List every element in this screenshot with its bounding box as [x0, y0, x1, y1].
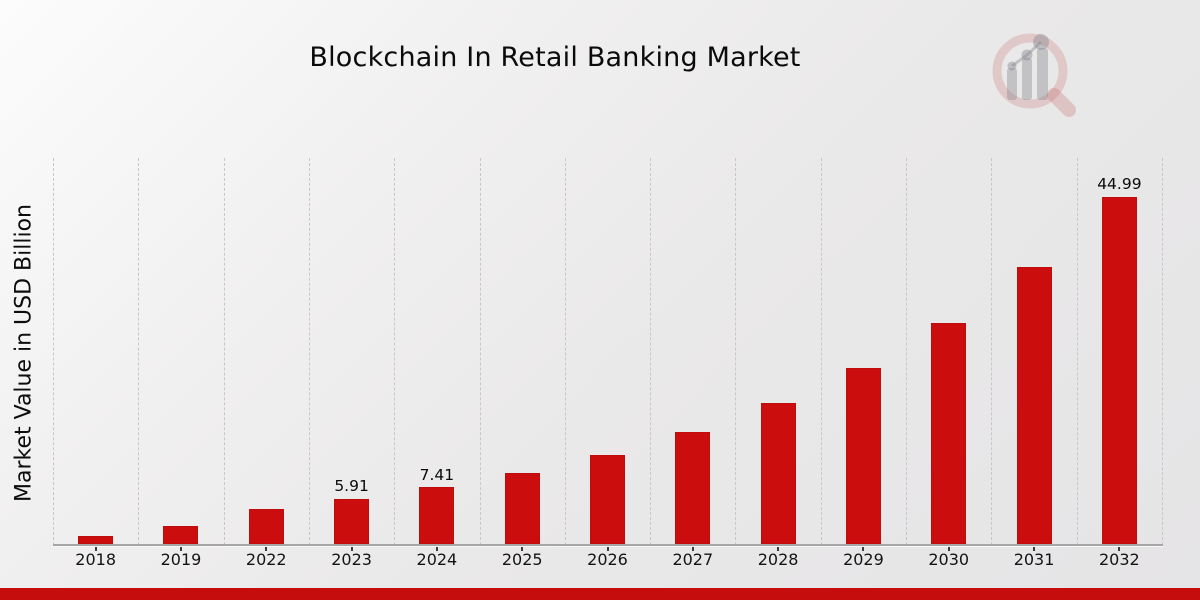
footer-accent-strip [0, 588, 1200, 600]
x-tick-label-2028: 2028 [757, 550, 799, 569]
gridline [735, 158, 737, 545]
gridline [906, 158, 908, 545]
x-tick-label-2019: 2019 [160, 550, 202, 569]
x-axis-line [53, 543, 1164, 547]
gridline [223, 158, 225, 545]
gridline [308, 158, 310, 545]
bar-2032 [1101, 196, 1137, 545]
gridline [1162, 158, 1164, 545]
gridline [479, 158, 481, 545]
gridline [138, 158, 140, 545]
x-axis-tick [862, 545, 865, 551]
x-axis-tick [179, 545, 182, 551]
x-tick-label-2026: 2026 [587, 550, 628, 569]
gridline [1076, 158, 1078, 545]
y-axis-label: Market Value in USD Billion [11, 203, 37, 503]
gridline [564, 158, 566, 545]
bar-2028 [760, 403, 796, 545]
x-axis-tick [521, 545, 524, 551]
x-tick-label-2025: 2025 [501, 550, 543, 569]
x-axis-tick [691, 545, 694, 551]
bar-2031 [1016, 266, 1052, 545]
magnifier-bar-chart-logo-icon [992, 33, 1076, 117]
gridline [820, 158, 822, 545]
x-axis-tick [777, 545, 780, 551]
bar-2027 [675, 431, 711, 545]
x-axis-tick [350, 545, 353, 551]
x-tick-label-2031: 2031 [1013, 550, 1055, 569]
x-tick-label-2032: 2032 [1099, 550, 1140, 569]
gridline [650, 158, 652, 545]
gridline [53, 158, 54, 545]
gridline [991, 158, 993, 545]
x-axis-tick [606, 545, 609, 551]
x-tick-label-2029: 2029 [843, 550, 884, 569]
x-axis-tick [435, 545, 438, 551]
x-tick-label-2027: 2027 [672, 550, 714, 569]
x-axis-tick [1033, 545, 1036, 551]
value-label-2032: 44.99 [1097, 175, 1142, 194]
value-label-2024: 7.41 [419, 465, 455, 484]
x-tick-label-2024: 2024 [416, 550, 458, 569]
bar-2023 [334, 498, 370, 545]
bar-2029 [845, 367, 881, 545]
bar-2022 [248, 508, 284, 545]
x-axis-tick [947, 545, 950, 551]
x-axis-tick [94, 545, 97, 551]
bar-2025 [504, 472, 540, 545]
chart-title: Blockchain In Retail Banking Market [309, 42, 801, 73]
x-tick-label-2022: 2022 [245, 550, 287, 569]
bar-2026 [590, 454, 625, 545]
bar-2030 [931, 322, 967, 545]
x-tick-label-2023: 2023 [331, 550, 372, 569]
bar-2019 [163, 526, 199, 545]
gridline [394, 158, 396, 545]
x-tick-label-2030: 2030 [928, 550, 970, 569]
x-axis-tick [1118, 545, 1121, 551]
value-label-2023: 5.91 [334, 477, 369, 496]
bar-2024 [419, 487, 455, 545]
x-axis-tick [265, 545, 268, 551]
x-tick-label-2018: 2018 [75, 550, 116, 569]
